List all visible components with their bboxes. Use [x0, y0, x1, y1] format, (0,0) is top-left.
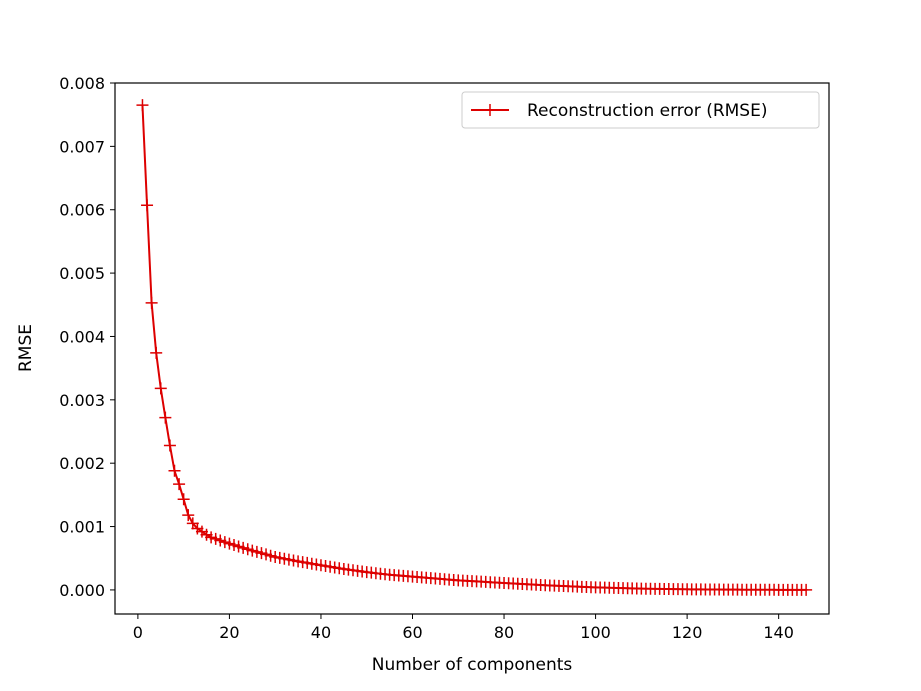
y-tick-label: 0.006 [59, 201, 105, 220]
x-tick-label: 120 [672, 623, 703, 642]
y-tick-label: 0.003 [59, 391, 105, 410]
data-point-marker [145, 296, 158, 309]
data-point-marker [159, 411, 172, 424]
data-point-marker [800, 583, 813, 596]
y-tick-label: 0.004 [59, 327, 105, 346]
x-tick-label: 80 [494, 623, 514, 642]
data-point-marker [182, 509, 195, 522]
data-point-marker [150, 346, 163, 359]
x-tick-label: 20 [219, 623, 239, 642]
data-point-marker [177, 493, 190, 506]
y-axis-label: RMSE [16, 324, 36, 372]
y-axis-ticks: 0.000 0.001 0.002 0.003 0.004 0.005 0.006 0.007… [59, 74, 115, 600]
y-tick-label: 0.005 [59, 264, 105, 283]
data-point-marker [168, 464, 181, 477]
legend-marker-swatch [484, 104, 496, 116]
x-tick-label: 40 [311, 623, 331, 642]
y-tick-label: 0.008 [59, 74, 105, 93]
series-line [141, 105, 807, 591]
x-axis-label: Number of components [372, 655, 573, 675]
y-tick-label: 0.007 [59, 137, 105, 156]
x-tick-label: 60 [402, 623, 422, 642]
x-tick-label: 0 [133, 623, 143, 642]
series-group [136, 99, 813, 596]
plot-area-frame [114, 82, 830, 615]
legend-box [461, 91, 820, 129]
legend: Reconstruction error (RMSE) [461, 91, 820, 129]
y-tick-label: 0.002 [59, 454, 105, 473]
data-point-marker [173, 478, 186, 491]
x-tick-label: 100 [580, 623, 611, 642]
x-tick-label: 140 [763, 623, 794, 642]
y-tick-label: 0.000 [59, 581, 105, 600]
legend-label: Reconstruction error (RMSE) [527, 101, 767, 121]
data-point-marker [154, 382, 167, 395]
y-tick-label: 0.001 [59, 518, 105, 537]
data-point-marker [136, 99, 149, 112]
data-point-marker [163, 439, 176, 452]
data-point-marker [141, 199, 154, 212]
x-axis-ticks: 0 20 40 60 80 100 120 140 [133, 614, 794, 642]
